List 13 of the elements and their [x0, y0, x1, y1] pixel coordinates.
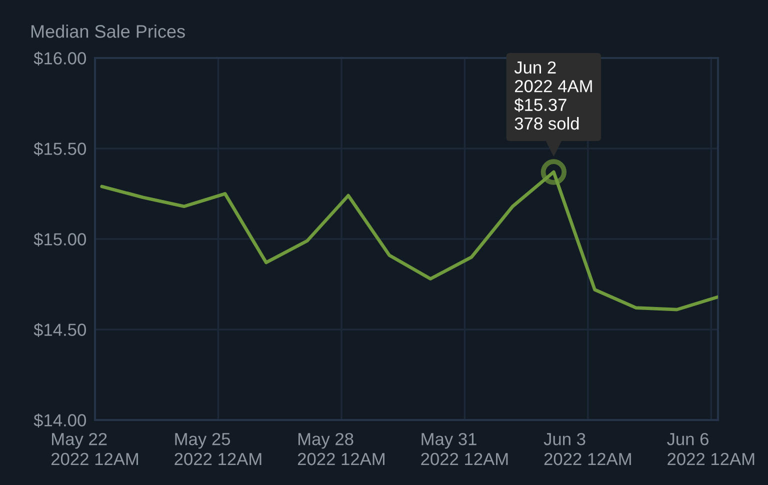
y-tick-label: $14.50 [34, 322, 86, 337]
chart-title: Median Sale Prices [31, 24, 185, 38]
y-tick-label: $15.50 [34, 142, 86, 156]
x-tick-label: Jun 3 2022 12AM [544, 432, 631, 466]
x-tick-label: Jun 6 2022 12AM [667, 432, 754, 466]
y-tick-label: $14.00 [34, 413, 86, 428]
x-tick-label: May 25 2022 12AM [174, 432, 262, 466]
x-tick-label: May 28 2022 12AM [298, 432, 384, 466]
x-tick-label: May 31 2022 12AM [421, 432, 508, 466]
y-tick-label: $15.00 [34, 232, 86, 246]
annotation: Jun 2 2022 4AM $15.37 378 sold [514, 61, 592, 130]
x-tick-label: May 22 2022 12AM [51, 432, 138, 466]
y-tick-label: $16.00 [34, 51, 86, 66]
